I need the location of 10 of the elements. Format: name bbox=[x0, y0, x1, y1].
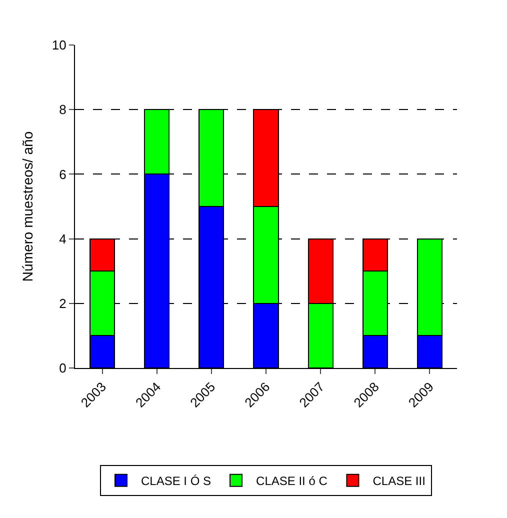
y-tick-label: 0 bbox=[59, 360, 66, 376]
y-tick-label: 2 bbox=[59, 296, 66, 311]
y-axis-title: Número muestreos/ año bbox=[20, 131, 36, 282]
y-tick-label: 8 bbox=[59, 102, 66, 118]
legend-label: CLASE III bbox=[372, 474, 426, 488]
legend-label: CLASE II ó C bbox=[256, 474, 328, 488]
y-tick-label: 4 bbox=[59, 231, 66, 246]
y-tick-label: 6 bbox=[59, 166, 66, 182]
y-tick-label: 10 bbox=[52, 38, 66, 53]
legend-label: CLASE I Ó S bbox=[141, 474, 212, 488]
